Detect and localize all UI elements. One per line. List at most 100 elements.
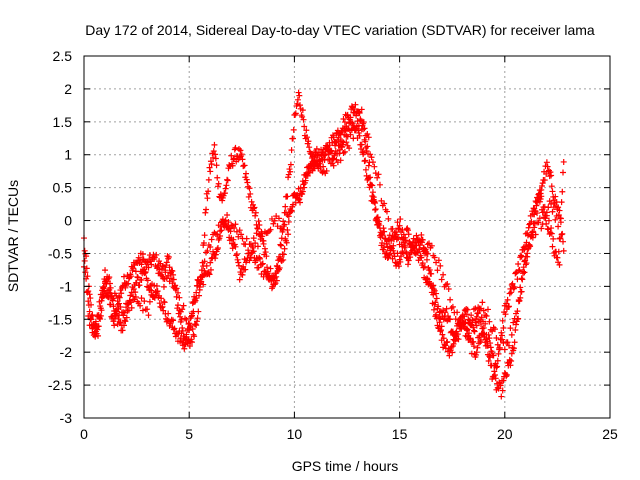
data-point [144, 259, 151, 266]
data-point [330, 134, 337, 141]
data-point [236, 276, 243, 283]
data-point [194, 315, 201, 322]
data-point [503, 371, 510, 378]
data-point [423, 275, 430, 282]
data-point [356, 132, 363, 139]
data-point [128, 304, 135, 311]
data-point [273, 277, 280, 284]
data-point [548, 183, 555, 190]
data-point [203, 206, 210, 213]
data-point [182, 341, 189, 348]
data-point [479, 299, 486, 306]
data-point [491, 371, 498, 378]
data-point [386, 251, 393, 258]
data-point [458, 325, 465, 332]
data-point [508, 350, 515, 357]
data-point [222, 185, 229, 192]
data-point [116, 294, 123, 301]
data-point [121, 309, 128, 316]
data-point [286, 166, 293, 173]
data-point [159, 303, 166, 310]
data-point [158, 272, 165, 279]
data-point [276, 264, 283, 271]
data-point [238, 231, 245, 238]
data-point [438, 276, 445, 283]
data-point [506, 342, 513, 349]
y-tick-label: -2.5 [48, 377, 72, 393]
data-point [423, 256, 430, 263]
data-point [358, 145, 365, 152]
data-point [439, 331, 446, 338]
data-point [316, 157, 323, 164]
data-point [284, 193, 291, 200]
data-point [399, 227, 406, 234]
data-point [153, 251, 160, 258]
data-point [475, 309, 482, 316]
data-point [197, 273, 204, 280]
data-point [167, 275, 174, 282]
data-point [531, 224, 538, 231]
data-point [503, 373, 510, 380]
data-point [137, 302, 144, 309]
data-point [492, 375, 499, 382]
data-point [500, 325, 507, 332]
data-point [122, 318, 129, 325]
data-point [440, 335, 447, 342]
data-point [365, 162, 372, 169]
data-point [529, 211, 536, 218]
data-point [369, 159, 376, 166]
data-point [158, 304, 165, 311]
data-point [364, 143, 371, 150]
data-point [473, 322, 480, 329]
y-tick-label: 2.5 [53, 48, 73, 64]
data-point [353, 125, 360, 132]
data-point [280, 251, 287, 258]
data-point [113, 308, 120, 315]
data-point [548, 230, 555, 237]
data-point [468, 312, 475, 319]
data-point [504, 296, 511, 303]
data-point [367, 181, 374, 188]
data-point [116, 293, 123, 300]
data-point [395, 235, 402, 242]
data-point [173, 293, 180, 300]
data-point [123, 314, 130, 321]
data-point [493, 334, 500, 341]
data-point [473, 313, 480, 320]
data-point [297, 102, 304, 109]
data-point [552, 193, 559, 200]
data-point [200, 263, 207, 270]
data-point [553, 212, 560, 219]
data-point [295, 185, 302, 192]
data-point [518, 288, 525, 295]
data-point [518, 253, 525, 260]
data-point [494, 357, 501, 364]
data-point [555, 223, 562, 230]
data-point [288, 207, 295, 214]
data-point [250, 235, 257, 242]
data-point [263, 253, 270, 260]
data-point [117, 303, 124, 310]
data-point [541, 177, 548, 184]
data-point [550, 204, 557, 211]
data-point [352, 101, 359, 108]
data-point [110, 303, 117, 310]
data-point [340, 116, 347, 123]
data-point [512, 270, 519, 277]
data-point [463, 311, 470, 318]
data-point [212, 151, 219, 158]
data-point [127, 292, 134, 299]
data-point [386, 252, 393, 259]
data-point [138, 261, 145, 268]
data-point [498, 329, 505, 336]
data-point [163, 259, 170, 266]
data-point [224, 212, 231, 219]
data-point [226, 161, 233, 168]
data-point [239, 156, 246, 163]
data-point [84, 289, 91, 296]
data-point [397, 216, 404, 223]
data-point [271, 281, 278, 288]
data-point [532, 198, 539, 205]
data-point [529, 234, 536, 241]
data-point [95, 323, 102, 330]
